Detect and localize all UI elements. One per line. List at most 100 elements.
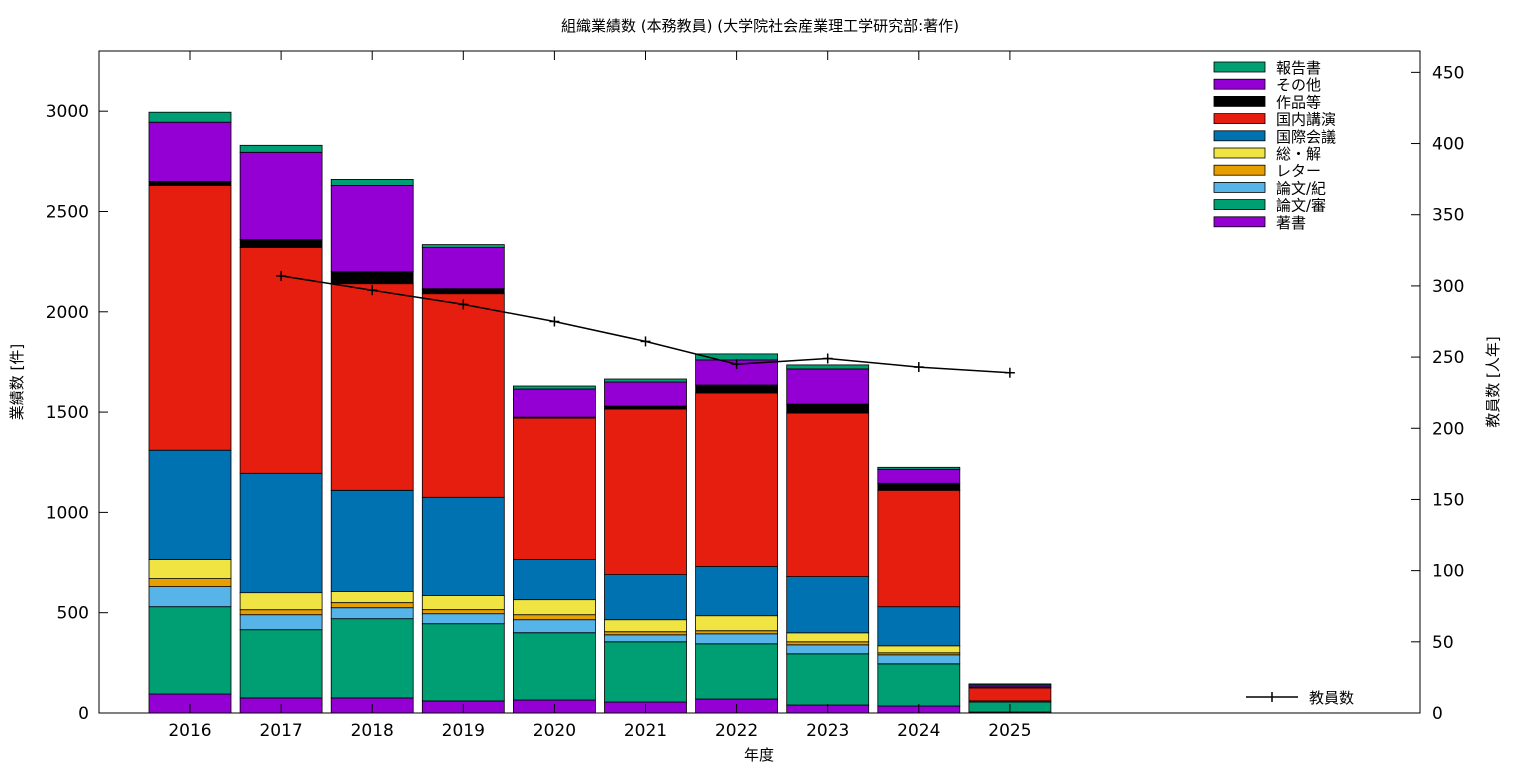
bar-segment-2024-2 [877,654,961,665]
legend-label-6: レター [1276,162,1321,180]
bar-segment-2023-6 [786,412,870,578]
bar-segment-2024-1 [877,663,961,707]
y-tick-label-1500: 1500 [46,403,89,423]
teacher-point-2024 [913,362,924,373]
bar-segment-2017-8 [239,151,323,241]
bar-segment-2023-3 [786,641,870,646]
bar-segment-2025-9 [968,683,1052,686]
teacher-point-2019 [458,299,469,310]
legend-label-3: 国内講演 [1276,111,1336,129]
legend-label-5: 総・解 [1276,145,1321,163]
bar-segment-2021-4 [604,619,687,633]
y-tick-label-0: 0 [78,704,89,724]
bar-segment-2020-5 [513,559,596,600]
bar-segment-2023-9 [786,364,870,370]
bar-segment-2022-7 [695,384,778,394]
legend-swatch-3 [1213,113,1266,124]
bar-segment-2021-3 [604,631,687,636]
bar-segment-2016-2 [148,586,232,608]
bar-segment-2018-8 [330,184,414,273]
bar-segment-2022-3 [695,630,778,635]
bar-segment-2021-9 [604,378,687,383]
chart-title: 組織業績数 (本務教員) (大学院社会産業理工学研究部:著作) [561,17,959,35]
x-axis: 2016 2017 2018 2019 2020 2021 2022 2023 2024 2025 [168,51,1032,741]
x-tick-label-2019: 2019 [442,721,485,741]
y-tick-label-3000: 3000 [46,102,89,122]
bar-segment-2017-4 [239,592,323,611]
legend-swatch-6 [1213,164,1266,176]
legend-label-4: 国際会議 [1276,128,1336,146]
legend-swatch-2 [1213,96,1266,107]
teacher-line-group [276,270,1015,378]
y2-tick-label-100: 100 [1432,562,1464,582]
y2-tick-label-0: 0 [1432,704,1443,724]
bar-segment-2023-2 [786,644,870,655]
y-axis-label: 業績数 [件] [8,344,26,420]
x-tick-label-2023: 2023 [806,721,849,741]
bar-segment-2024-6 [877,489,961,608]
bar-segment-2022-1 [695,643,778,700]
bar-segment-2018-9 [330,178,414,186]
bar-segment-2018-7 [330,271,414,285]
bar-segment-2022-2 [695,633,778,645]
bar-segment-2017-9 [239,144,323,153]
y-tick-label-500: 500 [57,604,89,624]
y-tick-label-2500: 2500 [46,202,89,222]
y2-axis-label: 教員数 [人年] [1484,336,1502,427]
legend-swatch-4 [1213,130,1266,142]
bar-segment-2018-2 [330,607,414,620]
bar-segment-2016-5 [148,449,232,560]
y2-tick-label-150: 150 [1432,490,1464,510]
y2-tick-label-300: 300 [1432,277,1464,297]
y2-tick-label-400: 400 [1432,135,1464,155]
legend-swatch-7 [1213,181,1266,193]
y2-tick-label-450: 450 [1432,63,1464,83]
bar-segment-2019-2 [421,613,505,625]
bar-segment-2018-3 [330,602,414,609]
teacher-point-2025 [1004,367,1015,378]
bar-segment-2017-2 [239,614,323,631]
bar-segment-2016-7 [148,180,232,186]
bar-segment-2023-5 [786,576,870,634]
teacher-point-2017 [276,270,287,281]
bar-segment-2020-2 [513,619,596,634]
legend-label-2: 作品等 [1276,93,1321,111]
bar-segment-2024-8 [877,468,961,484]
x-tick-label-2016: 2016 [168,721,211,741]
teacher-point-2023 [822,353,833,364]
bar-segment-2016-4 [148,559,232,580]
bar-segment-2024-7 [877,482,961,491]
bar-segment-2016-1 [148,606,232,695]
bar-segment-2019-1 [421,623,505,702]
bar-segment-2020-9 [513,385,596,390]
right-axis: 0 50 100 150 200 250 300 350 400 450 [1411,63,1464,724]
bar-segment-2018-5 [330,489,414,592]
bar-segment-2019-5 [421,496,505,596]
bar-segment-2017-1 [239,629,323,699]
legend-swatch-1 [1213,78,1266,90]
legend-swatch-5 [1213,147,1266,159]
bar-segment-2023-8 [786,368,870,405]
y-tick-label-2000: 2000 [46,303,89,323]
y2-tick-label-50: 50 [1432,633,1454,653]
teacher-point-2022 [731,359,742,370]
bar-segment-2016-8 [148,121,232,182]
bar-segment-2024-9 [877,466,961,470]
bar-segment-2021-6 [604,408,687,576]
bar-segment-2021-1 [604,641,687,703]
x-tick-label-2020: 2020 [533,721,576,741]
plot-frame [98,50,1421,714]
bar-segment-2023-7 [786,403,870,414]
bar-segment-2024-4 [877,645,961,654]
y2-tick-label-350: 350 [1432,206,1464,226]
bar-segment-2022-8 [695,359,778,386]
y-tick-label-1000: 1000 [46,503,89,523]
legend-label-7: 論文/紀 [1276,179,1326,197]
legend-label-line: 教員数 [1309,689,1354,707]
legend-label-1: その他 [1276,76,1321,94]
bar-segment-2022-6 [695,392,778,567]
bar-segment-2017-7 [239,239,323,249]
bar-segment-2018-6 [330,283,414,491]
